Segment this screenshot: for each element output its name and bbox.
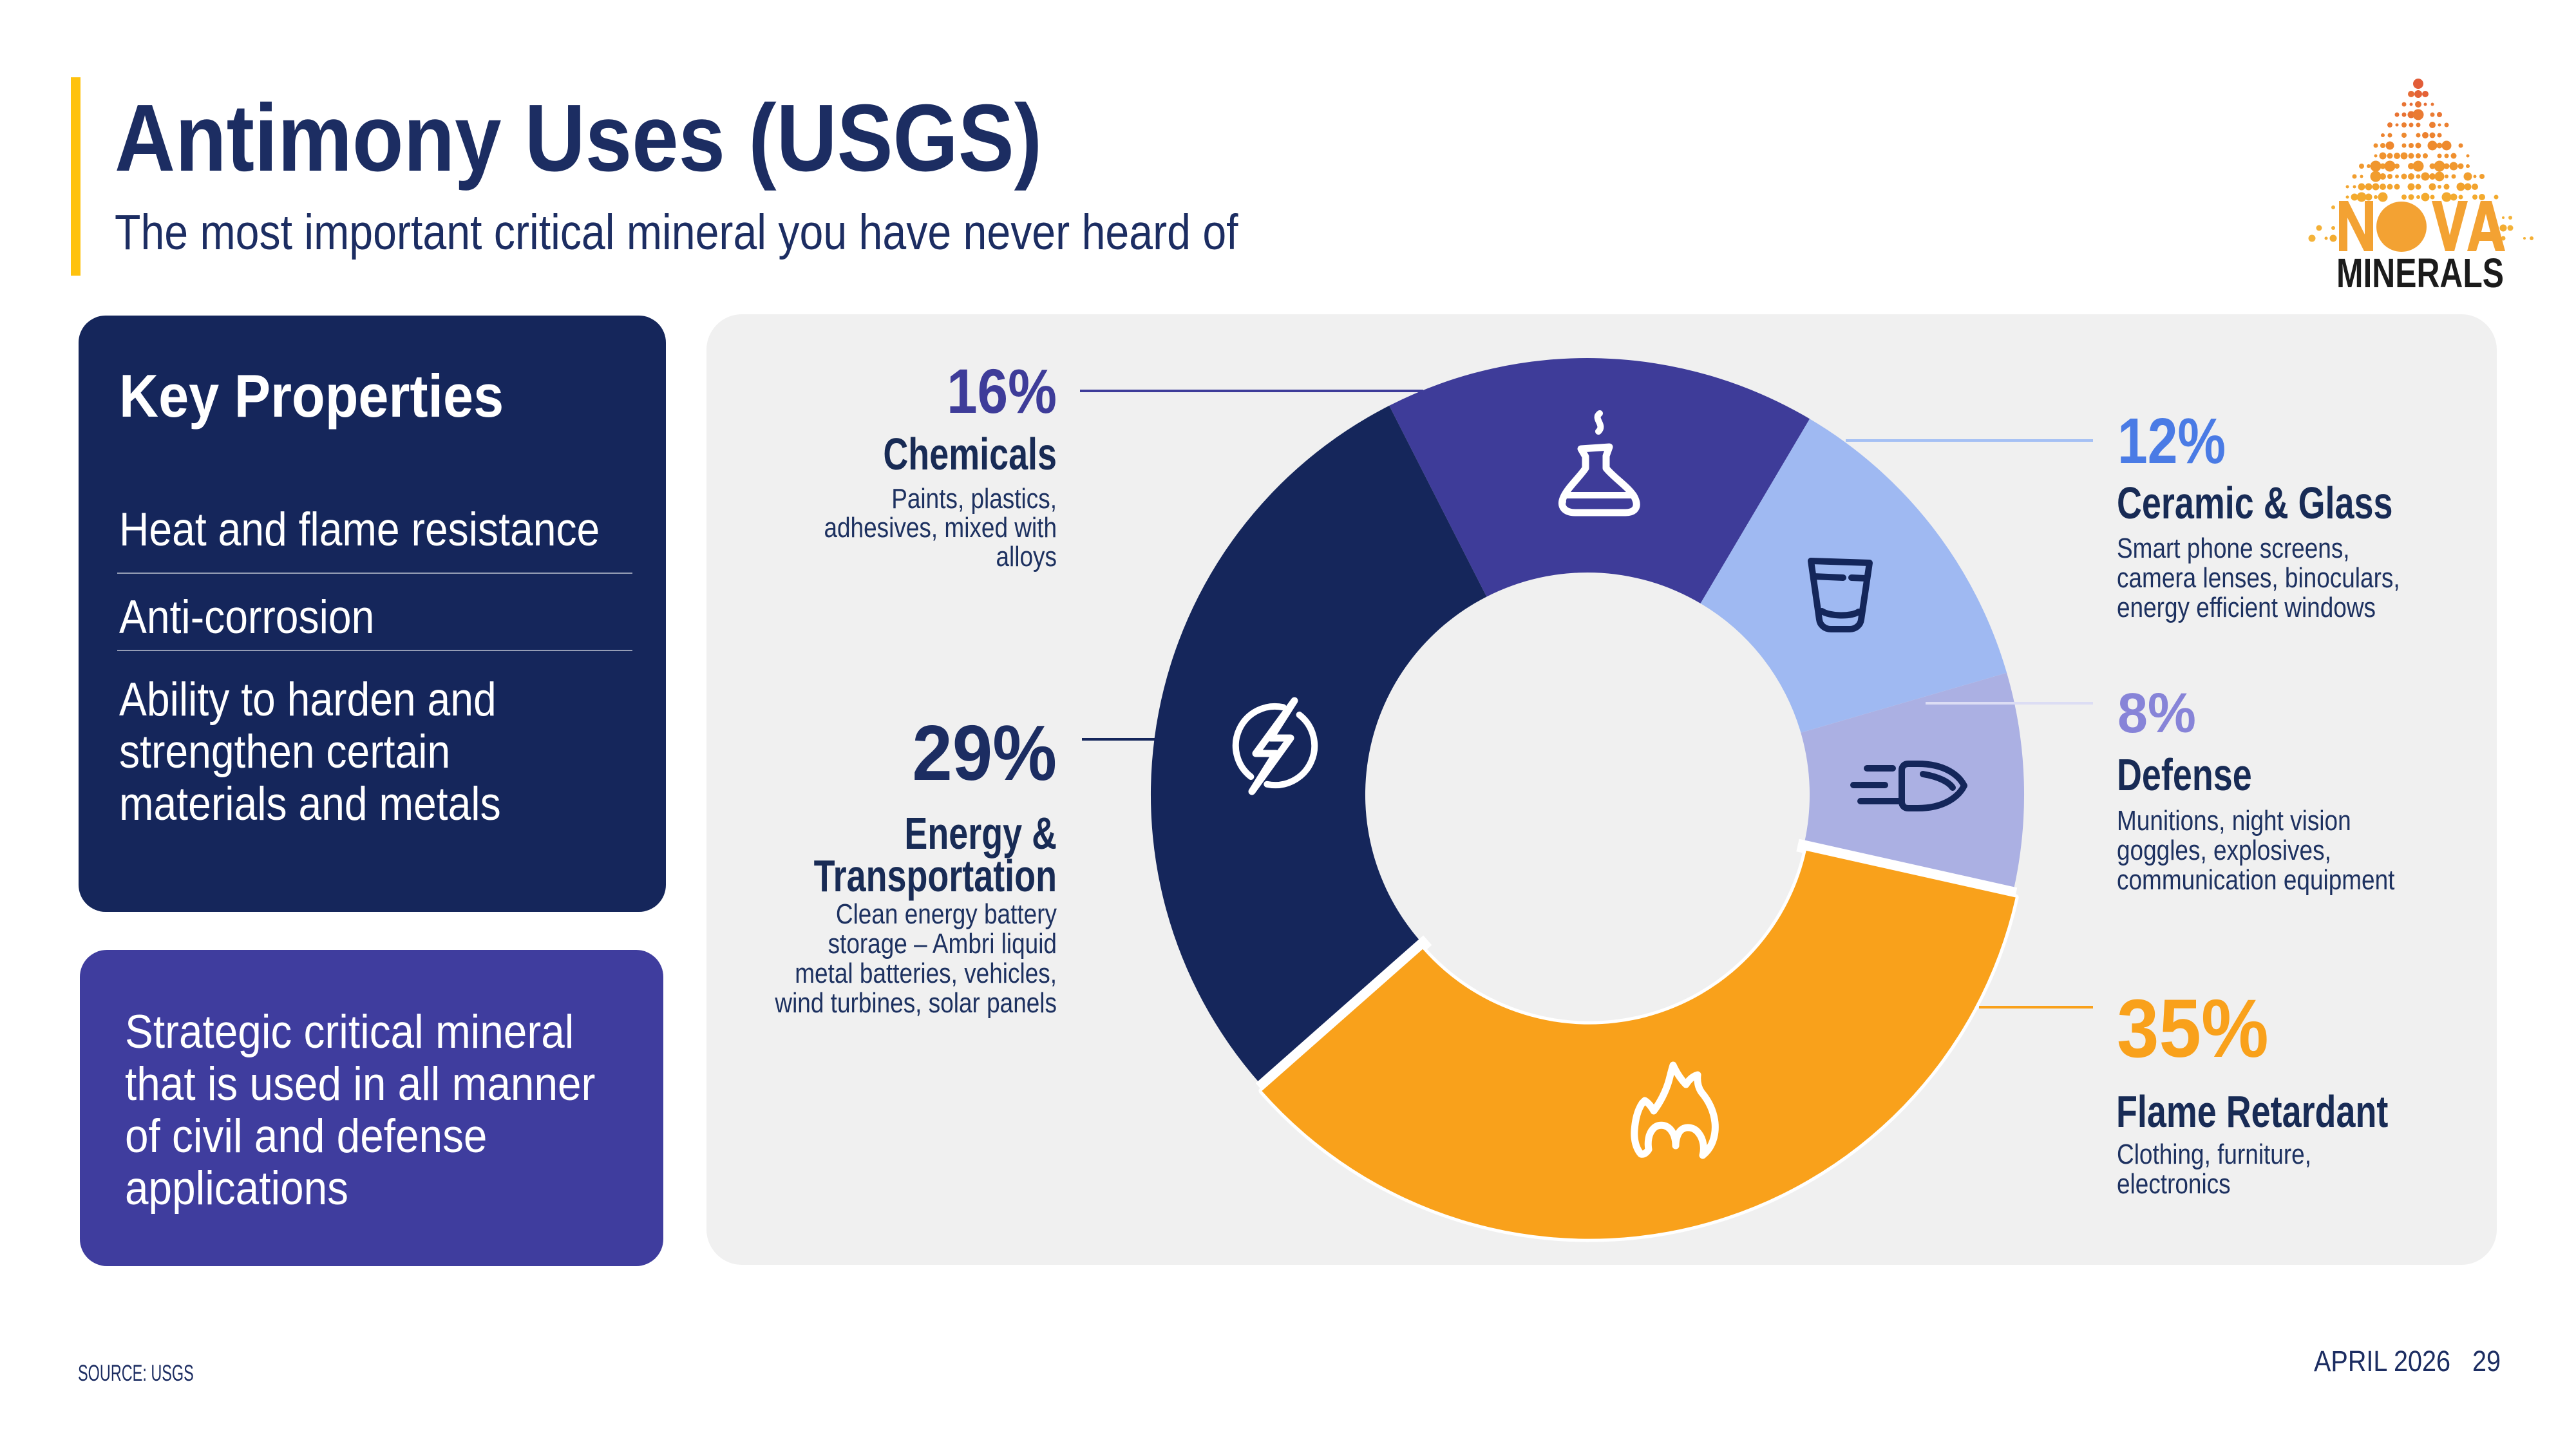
svg-text:MINERALS: MINERALS (2336, 250, 2504, 296)
